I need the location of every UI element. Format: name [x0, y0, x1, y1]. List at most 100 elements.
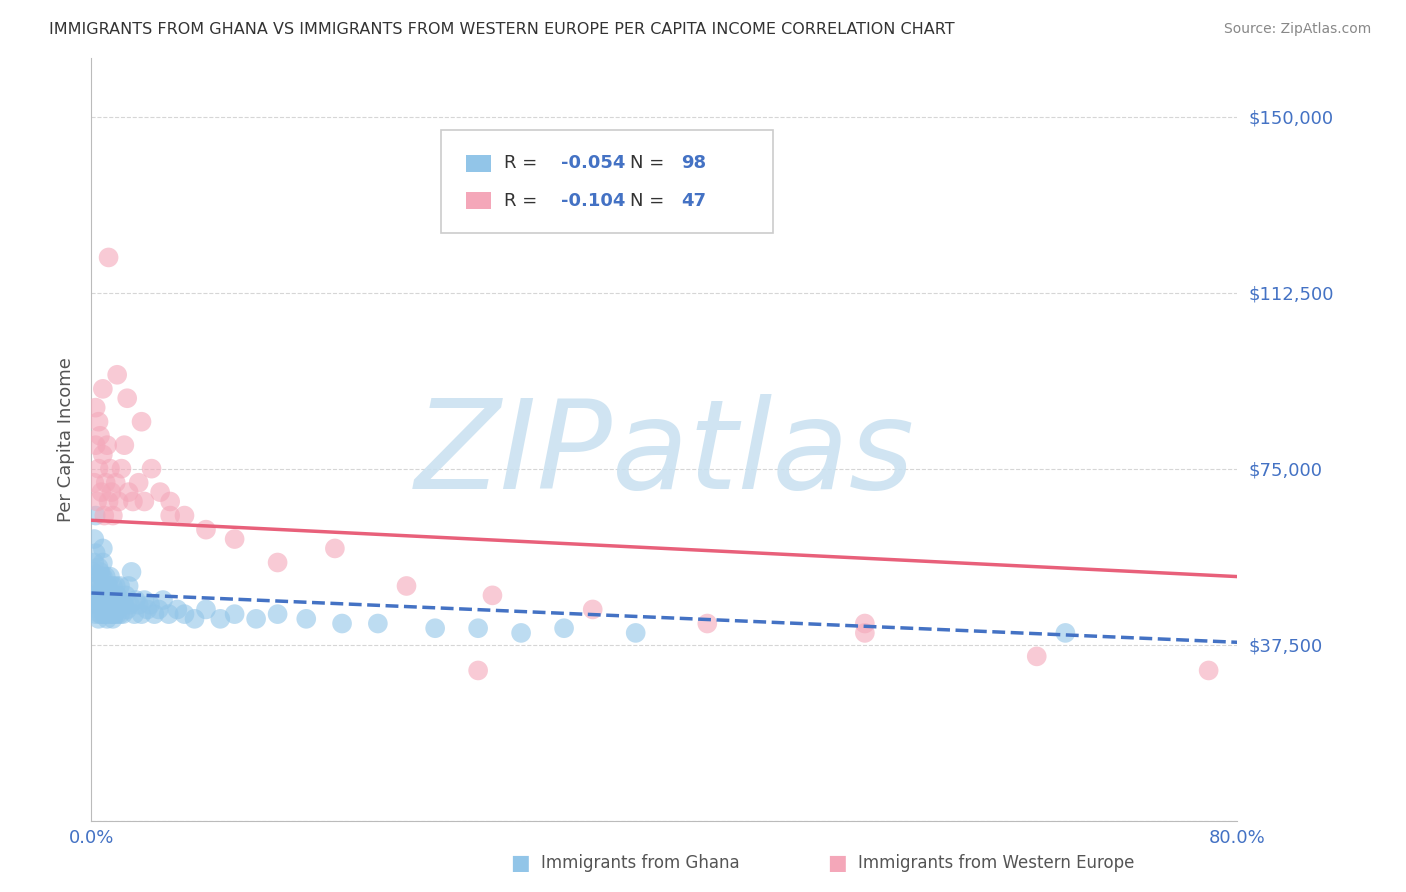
- Text: 98: 98: [682, 154, 707, 172]
- Point: [91, 598, 114, 612]
- Point: [295, 612, 318, 626]
- Point: [105, 607, 128, 621]
- Text: -0.054: -0.054: [561, 154, 626, 172]
- Point: [101, 579, 124, 593]
- Point: [82, 593, 104, 607]
- Point: [93, 508, 115, 523]
- Point: [117, 579, 139, 593]
- Point: [83, 532, 105, 546]
- Point: [86, 588, 108, 602]
- Point: [323, 541, 346, 556]
- Point: [136, 602, 159, 616]
- Point: [94, 588, 117, 602]
- Text: R =: R =: [503, 154, 543, 172]
- Point: [183, 612, 205, 626]
- Point: [853, 626, 876, 640]
- Point: [128, 598, 150, 612]
- Text: 47: 47: [682, 192, 707, 210]
- Point: [124, 607, 146, 621]
- Point: [173, 607, 195, 621]
- Point: [152, 593, 174, 607]
- Point: [97, 598, 120, 612]
- Point: [224, 532, 246, 546]
- Point: [481, 588, 503, 602]
- Point: [96, 593, 118, 607]
- Point: [100, 485, 122, 500]
- Point: [266, 556, 288, 570]
- Point: [122, 494, 145, 508]
- Point: [94, 475, 117, 490]
- Point: [83, 588, 105, 602]
- Point: [624, 626, 647, 640]
- Point: [100, 607, 122, 621]
- Point: [86, 598, 108, 612]
- Point: [853, 616, 876, 631]
- Point: [108, 579, 131, 593]
- Point: [84, 607, 107, 621]
- Text: ■: ■: [827, 854, 846, 873]
- Point: [89, 583, 111, 598]
- Point: [86, 569, 108, 583]
- Point: [115, 391, 138, 405]
- Point: [467, 664, 489, 678]
- Point: [90, 588, 112, 602]
- Point: [98, 598, 121, 612]
- Point: [101, 508, 124, 523]
- Point: [101, 598, 124, 612]
- Point: [89, 429, 111, 443]
- Text: IMMIGRANTS FROM GHANA VS IMMIGRANTS FROM WESTERN EUROPE PER CAPITA INCOME CORREL: IMMIGRANTS FROM GHANA VS IMMIGRANTS FROM…: [49, 22, 955, 37]
- Point: [582, 602, 605, 616]
- Point: [194, 602, 217, 616]
- Point: [467, 621, 489, 635]
- Point: [107, 598, 129, 612]
- Point: [91, 448, 114, 462]
- Point: [90, 569, 112, 583]
- Point: [83, 556, 105, 570]
- Point: [94, 569, 117, 583]
- Point: [110, 461, 132, 475]
- Point: [104, 579, 127, 593]
- Text: Immigrants from Western Europe: Immigrants from Western Europe: [858, 855, 1135, 872]
- Point: [83, 475, 105, 490]
- Point: [97, 494, 120, 508]
- Point: [98, 569, 121, 583]
- Point: [82, 565, 104, 579]
- Point: [97, 607, 120, 621]
- Point: [87, 461, 110, 475]
- Point: [105, 588, 128, 602]
- Point: [395, 579, 418, 593]
- Point: [96, 612, 118, 626]
- Point: [209, 612, 232, 626]
- Point: [91, 593, 114, 607]
- Text: N =: N =: [630, 192, 669, 210]
- Point: [97, 251, 120, 265]
- Point: [91, 556, 114, 570]
- Point: [131, 415, 153, 429]
- Point: [103, 607, 125, 621]
- Point: [87, 560, 110, 574]
- Point: [96, 579, 118, 593]
- Point: [94, 607, 117, 621]
- Point: [87, 415, 110, 429]
- Point: [98, 461, 121, 475]
- Point: [91, 569, 114, 583]
- Point: [330, 616, 353, 631]
- Text: ZIPatlas: ZIPatlas: [415, 394, 914, 515]
- Point: [131, 607, 153, 621]
- Point: [84, 546, 107, 560]
- Point: [224, 607, 246, 621]
- Point: [266, 607, 288, 621]
- Point: [90, 607, 112, 621]
- Point: [103, 607, 125, 621]
- Point: [90, 485, 112, 500]
- Point: [139, 598, 162, 612]
- Point: [367, 616, 389, 631]
- Point: [117, 485, 139, 500]
- Point: [134, 494, 156, 508]
- Point: [93, 598, 115, 612]
- Point: [86, 494, 108, 508]
- Point: [107, 494, 129, 508]
- Point: [159, 508, 181, 523]
- Point: [553, 621, 575, 635]
- Point: [87, 593, 110, 607]
